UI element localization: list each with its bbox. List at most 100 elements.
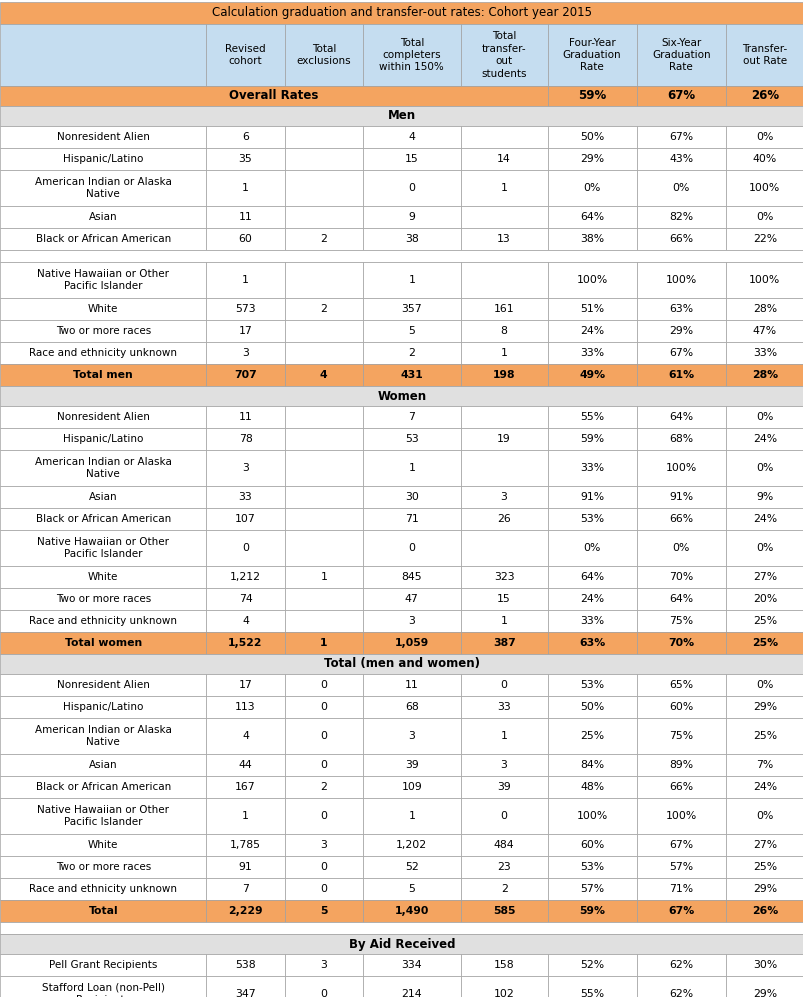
Bar (636, 900, 725, 922)
Text: 1: 1 (500, 731, 507, 741)
Text: 3: 3 (500, 760, 507, 770)
Text: 0%: 0% (583, 543, 600, 553)
Text: 0: 0 (320, 811, 327, 821)
Bar (636, 588, 725, 610)
Bar (0, 674, 206, 696)
Bar (362, 900, 460, 922)
Bar (206, 364, 284, 386)
Text: 0%: 0% (756, 543, 772, 553)
Text: 14: 14 (496, 154, 511, 164)
Bar (0, 878, 206, 900)
Bar (362, 976, 460, 997)
Bar (0, 566, 206, 588)
Bar (362, 674, 460, 696)
Bar (362, 632, 460, 654)
Bar (725, 754, 803, 776)
Text: By Aid Received: By Aid Received (349, 937, 454, 950)
Bar (284, 954, 362, 976)
Text: Native Hawaiian or Other
Pacific Islander: Native Hawaiian or Other Pacific Islande… (37, 269, 169, 291)
Bar (636, 126, 725, 148)
Bar (206, 878, 284, 900)
Text: 35: 35 (238, 154, 252, 164)
Bar (0, 610, 206, 632)
Text: Total men: Total men (73, 370, 133, 380)
Bar (362, 754, 460, 776)
Bar (460, 856, 547, 878)
Bar (725, 834, 803, 856)
Text: 0: 0 (242, 543, 249, 553)
Text: Women: Women (377, 390, 426, 403)
Bar (362, 170, 460, 206)
Text: American Indian or Alaska
Native: American Indian or Alaska Native (35, 457, 171, 480)
Bar (547, 754, 636, 776)
Text: 1,785: 1,785 (230, 840, 261, 850)
Text: 67%: 67% (668, 348, 692, 358)
Text: 19: 19 (496, 434, 511, 444)
Bar (0, 262, 206, 298)
Bar (206, 976, 284, 997)
Bar (284, 406, 362, 428)
Bar (547, 86, 636, 106)
Bar (636, 298, 725, 320)
Bar (0, 342, 206, 364)
Bar (460, 364, 547, 386)
Bar (284, 674, 362, 696)
Bar (206, 486, 284, 508)
Text: 9%: 9% (756, 492, 772, 502)
Text: 48%: 48% (579, 782, 603, 792)
Bar (0, 696, 206, 718)
Bar (362, 486, 460, 508)
Bar (636, 228, 725, 250)
Bar (636, 262, 725, 298)
Text: American Indian or Alaska
Native: American Indian or Alaska Native (35, 176, 171, 199)
Text: 4: 4 (242, 616, 249, 626)
Text: 59%: 59% (578, 906, 605, 916)
Bar (725, 674, 803, 696)
Text: Nonresident Alien: Nonresident Alien (57, 680, 149, 690)
Bar (362, 206, 460, 228)
Text: 33%: 33% (579, 463, 603, 473)
Text: 0%: 0% (756, 463, 772, 473)
Bar (460, 148, 547, 170)
Text: 1: 1 (500, 348, 507, 358)
Bar (284, 320, 362, 342)
Text: Black or African American: Black or African American (35, 234, 170, 244)
Text: 66%: 66% (668, 782, 692, 792)
Text: 11: 11 (238, 412, 252, 422)
Text: Native Hawaiian or Other
Pacific Islander: Native Hawaiian or Other Pacific Islande… (37, 536, 169, 559)
Bar (284, 342, 362, 364)
Bar (0, 298, 206, 320)
Bar (460, 632, 547, 654)
Text: 24%: 24% (579, 594, 603, 604)
Text: 59%: 59% (577, 90, 605, 103)
Bar (362, 696, 460, 718)
Text: 64%: 64% (668, 412, 692, 422)
Text: Two or more races: Two or more races (55, 594, 151, 604)
Text: 50%: 50% (579, 702, 604, 712)
Text: Hispanic/Latino: Hispanic/Latino (63, 434, 143, 444)
Text: 6: 6 (242, 132, 249, 142)
Bar (636, 878, 725, 900)
Text: 59%: 59% (579, 434, 603, 444)
Bar (547, 674, 636, 696)
Text: White: White (88, 304, 118, 314)
Bar (547, 954, 636, 976)
Bar (547, 342, 636, 364)
Text: Hispanic/Latino: Hispanic/Latino (63, 154, 143, 164)
Bar (636, 674, 725, 696)
Text: 27%: 27% (752, 572, 776, 582)
Bar (725, 86, 803, 106)
Bar (636, 450, 725, 486)
Text: 53%: 53% (579, 680, 603, 690)
Text: 109: 109 (401, 782, 422, 792)
Text: 7: 7 (242, 884, 249, 894)
Text: 1: 1 (408, 275, 414, 285)
Bar (547, 718, 636, 754)
Text: 33: 33 (496, 702, 511, 712)
Bar (460, 320, 547, 342)
Text: 91%: 91% (579, 492, 603, 502)
Text: 334: 334 (401, 960, 422, 970)
Text: Asian: Asian (89, 760, 117, 770)
Bar (362, 834, 460, 856)
Text: 89%: 89% (668, 760, 692, 770)
